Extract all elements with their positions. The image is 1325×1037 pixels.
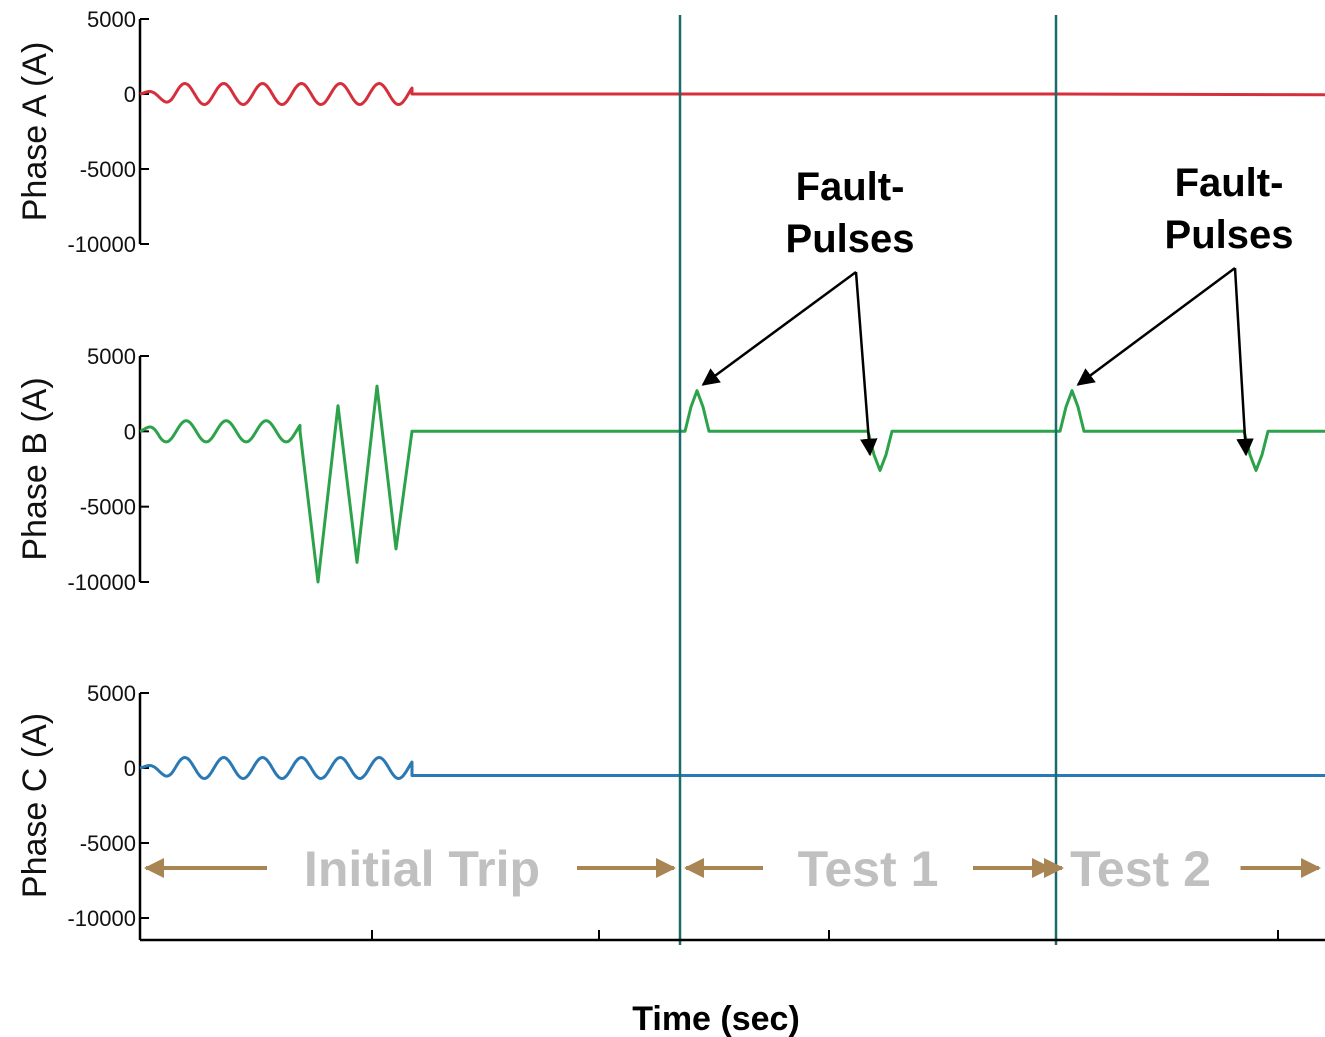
annotation-arrow [701,270,857,386]
annotation-text: Pulses [1165,213,1294,257]
panel-3: 5000 0 -5000 -10000 Phase C (A) [16,681,1325,940]
y-axis-label: Phase B (A) [16,377,54,560]
x-axis [140,930,1325,942]
y-axis-label: Phase C (A) [16,713,54,898]
annotation-arrow [854,271,878,457]
segment-label: Initial Trip [304,841,540,897]
annotation-text: Fault- [1175,161,1284,205]
y-tick-label: -10000 [67,570,136,595]
y-tick-label: 5000 [87,7,136,32]
y-tick-label: -10000 [67,232,136,257]
divider-lines [678,15,1058,945]
y-tick-label: -5000 [80,495,136,520]
series-line-phase-1 [139,82,1325,106]
annotation-text: Fault- [796,165,905,209]
y-tick-label: 0 [124,756,136,781]
panel-2: 5000 0 -5000 -10000 Phase B (A) [16,344,1325,595]
y-tick-label: 0 [124,82,136,107]
panel-1: 5000 0 -5000 -10000 Phase A (A) [16,7,1325,257]
y-tick-label: 5000 [87,681,136,706]
test-segments: Initial Trip Test 1 Test 2 [144,841,1321,897]
segment-label: Test 2 [1070,841,1211,897]
annotation-arrow [1233,267,1254,457]
panels: 5000 0 -5000 -10000 Phase A (A) 5000 0 -5000 -10… [16,7,1325,940]
annotations: Fault- Pulses Fault- Pulses [701,161,1294,457]
series-line-phase-2 [139,384,1325,584]
y-tick-label: 5000 [87,344,136,369]
annotation-arrow [1076,266,1236,386]
annotation-text: Pulses [786,217,915,261]
segment-label: Test 1 [798,841,939,897]
series-line-phase-3 [139,756,1325,780]
y-tick-label: 0 [124,419,136,444]
y-tick-label: -5000 [80,831,136,856]
y-axis-label: Phase A (A) [16,42,54,222]
y-tick-label: -10000 [67,906,136,931]
x-axis-label: Time (sec) [632,1000,800,1037]
y-tick-label: -5000 [80,157,136,182]
